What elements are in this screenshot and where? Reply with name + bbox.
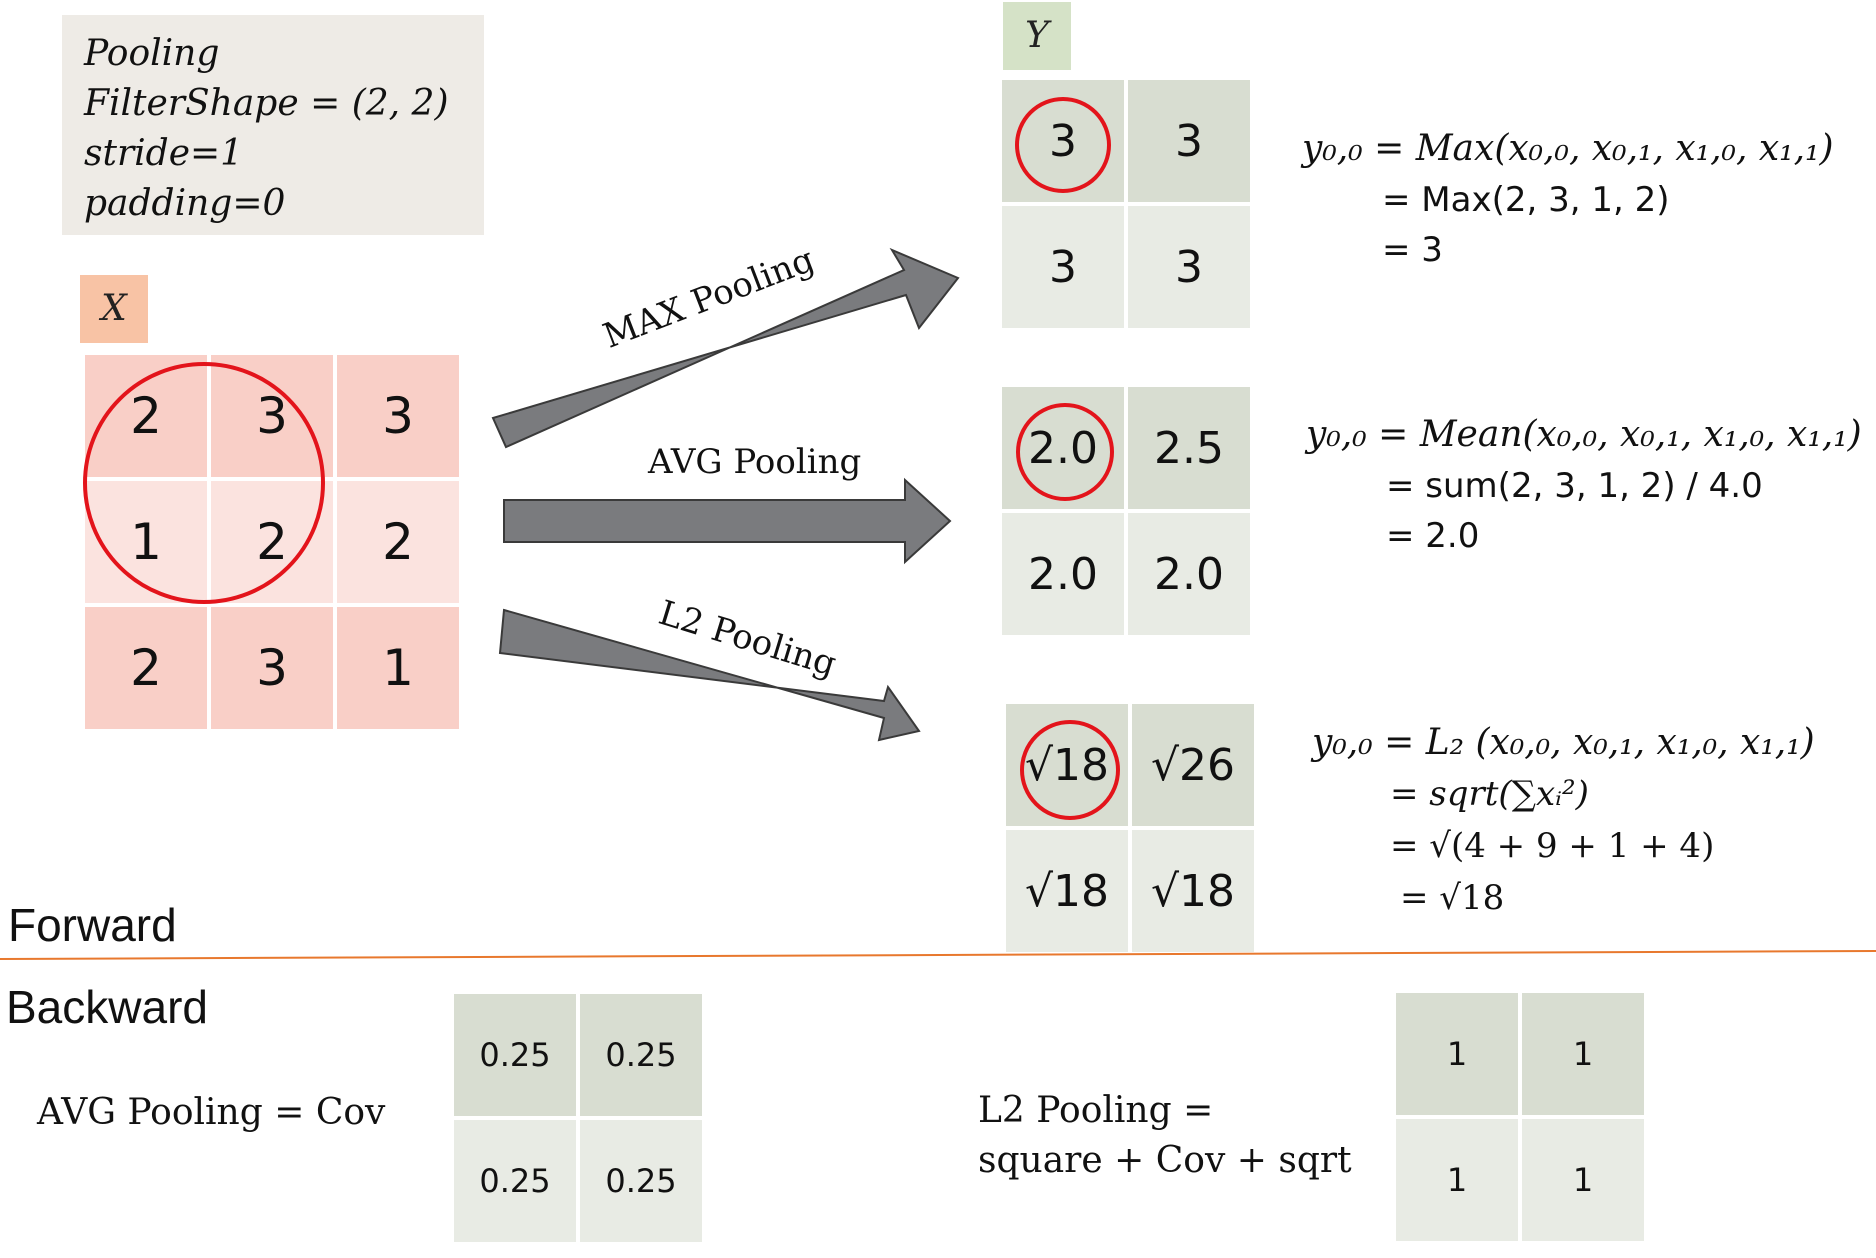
- avg-cell-1-1: 2.0: [1128, 513, 1250, 635]
- backward-avg-kernel: 0.25 0.25 0.25 0.25: [454, 994, 702, 1242]
- avg-pooling-label: AVG Pooling: [648, 442, 862, 482]
- avg-formula-line-3: = 2.0: [1386, 516, 1480, 556]
- input-cell-2-2: 1: [337, 607, 459, 729]
- max-cell-0-0: 3: [1002, 80, 1124, 202]
- input-cell-0-0: 2: [85, 355, 207, 477]
- backward-avg-label: AVG Pooling = Cov: [37, 1092, 386, 1133]
- l2-formula-line-1: y₀,₀ = L₂ (x₀,₀, x₀,₁, x₁,₀, x₁,₁): [1312, 722, 1815, 763]
- max-formula-line-3: = 3: [1382, 230, 1443, 270]
- l2-formula-line-3: = √(4 + 9 + 1 + 4): [1390, 826, 1715, 866]
- backward-l2-kernel: 1 1 1 1: [1396, 993, 1644, 1241]
- output-tag-y: Y: [1003, 2, 1071, 70]
- max-cell-0-1: 3: [1128, 80, 1250, 202]
- avg-kernel-cell-1-1: 0.25: [580, 1120, 702, 1242]
- avg-kernel-cell-1-0: 0.25: [454, 1120, 576, 1242]
- input-cell-1-1: 2: [211, 481, 333, 603]
- input-cell-1-2: 2: [337, 481, 459, 603]
- input-tag-x: X: [80, 275, 148, 343]
- params-line-pooling: Pooling: [84, 33, 220, 74]
- l2-cell-0-1: √26: [1132, 704, 1254, 826]
- l2-kernel-cell-1-0: 1: [1396, 1119, 1518, 1241]
- l2-formula-line-2: = sqrt(∑xᵢ²): [1390, 774, 1589, 814]
- l2-cell-1-0: √18: [1006, 830, 1128, 952]
- max-cell-1-0: 3: [1002, 206, 1124, 328]
- forward-section-title: Forward: [8, 899, 177, 951]
- input-cell-2-0: 2: [85, 607, 207, 729]
- input-cell-2-1: 3: [211, 607, 333, 729]
- params-line-padding: padding=0: [84, 183, 286, 224]
- input-cell-0-1: 3: [211, 355, 333, 477]
- params-line-stride: stride=1: [84, 133, 244, 174]
- l2-cell-1-1: √18: [1132, 830, 1254, 952]
- max-cell-1-1: 3: [1128, 206, 1250, 328]
- backward-section-title: Backward: [6, 981, 208, 1033]
- avg-formula-line-2: = sum(2, 3, 1, 2) / 4.0: [1386, 466, 1763, 506]
- l2-pooling-output: √18 √26 √18 √18: [1006, 704, 1254, 952]
- l2-formula-line-4: = √18: [1400, 878, 1505, 918]
- l2-kernel-cell-0-0: 1: [1396, 993, 1518, 1115]
- l2-kernel-cell-1-1: 1: [1522, 1119, 1644, 1241]
- avg-kernel-cell-0-0: 0.25: [454, 994, 576, 1116]
- avg-pooling-output: 2.0 2.5 2.0 2.0: [1002, 387, 1250, 635]
- l2-kernel-cell-0-1: 1: [1522, 993, 1644, 1115]
- l2-pooling-label: L2 Pooling: [654, 592, 841, 685]
- avg-formula-line-1: y₀,₀ = Mean(x₀,₀, x₀,₁, x₁,₀, x₁,₁): [1306, 414, 1862, 455]
- avg-cell-0-0: 2.0: [1002, 387, 1124, 509]
- input-cell-0-2: 3: [337, 355, 459, 477]
- max-formula-line-1: y₀,₀ = Max(x₀,₀, x₀,₁, x₁,₀, x₁,₁): [1302, 128, 1834, 169]
- backward-l2-label-line-2: square + Cov + sqrt: [978, 1140, 1352, 1181]
- max-formula-line-2: = Max(2, 3, 1, 2): [1382, 180, 1670, 220]
- input-matrix-x: 2 3 3 1 2 2 2 3 1: [85, 355, 459, 729]
- params-line-filter-shape: FilterShape = (2, 2): [84, 83, 449, 124]
- forward-backward-divider: [0, 950, 1876, 960]
- l2-cell-0-0: √18: [1006, 704, 1128, 826]
- avg-cell-0-1: 2.5: [1128, 387, 1250, 509]
- input-cell-1-0: 1: [85, 481, 207, 603]
- pooling-params-box: Pooling FilterShape = (2, 2) stride=1 pa…: [62, 15, 484, 235]
- max-pooling-output: 3 3 3 3: [1002, 80, 1250, 328]
- avg-cell-1-0: 2.0: [1002, 513, 1124, 635]
- avg-kernel-cell-0-1: 0.25: [580, 994, 702, 1116]
- max-pooling-label: MAX Pooling: [597, 239, 820, 357]
- avg-pooling-arrow: [503, 477, 952, 565]
- backward-l2-label-line-1: L2 Pooling =: [978, 1090, 1214, 1131]
